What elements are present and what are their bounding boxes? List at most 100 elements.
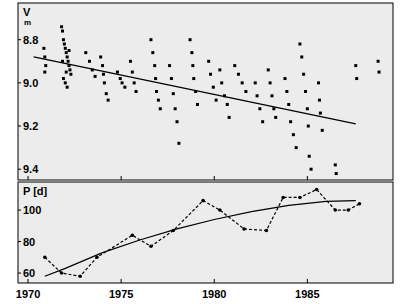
point [170,77,173,80]
point [220,81,223,84]
point [298,196,302,200]
chart: 8.89.09.29.4Vm19701975198019856080100P [… [0,0,400,304]
point [131,71,134,74]
point [64,47,67,50]
point [300,55,303,58]
point [60,25,63,28]
plot-frame [18,182,393,283]
line [45,201,356,277]
point [319,112,322,115]
point [135,90,138,93]
point [67,60,70,63]
point [335,172,338,175]
point [62,77,65,80]
point [149,38,152,41]
point [68,49,71,52]
y-tick-label: 80 [23,236,35,248]
point [265,229,269,233]
point [116,71,119,74]
point [318,99,321,102]
x-tick-label: 1975 [109,288,133,300]
x-tick [214,176,215,180]
point [99,55,102,58]
point [174,107,177,110]
point [66,55,69,58]
point [44,64,47,67]
point [153,64,156,67]
point [65,71,68,74]
point [256,94,259,97]
point [107,99,110,102]
point [123,86,126,89]
point [298,43,301,46]
point [190,51,193,54]
point [65,51,68,54]
point [258,107,261,110]
point [78,274,82,278]
point [176,120,179,123]
y-tick-label: 9.0 [23,77,38,89]
point [270,94,273,97]
y-axis-label: P [d] [23,185,48,197]
point [191,64,194,67]
point [212,86,215,89]
point [244,90,247,93]
x-tick [28,279,29,283]
x-tick-label: 1985 [295,288,319,300]
point [304,90,307,93]
y-tick-label: 9.4 [23,163,39,175]
x-tick [121,176,122,180]
point [157,99,160,102]
point [261,120,264,123]
point [105,92,108,95]
y-tick-label: 9.2 [23,120,38,132]
point [94,75,97,78]
point [289,120,292,123]
point [84,51,87,54]
y-tick-label: 8.8 [23,34,38,46]
point [242,227,246,231]
x-tick-label: 1980 [202,288,226,300]
point [306,107,309,110]
point [207,60,210,63]
point [287,103,290,106]
y-tick-label: 100 [23,204,41,216]
point [378,71,381,74]
point [88,60,91,63]
point [321,129,324,132]
x-tick [28,176,29,180]
point [334,163,337,166]
point [154,77,157,80]
point [267,68,270,71]
point [119,77,122,80]
point [218,68,221,71]
point [302,73,305,76]
point [354,64,357,67]
point [284,77,287,80]
x-tick [121,279,122,283]
point [215,99,218,102]
point [189,38,192,41]
point [292,133,295,136]
point [274,116,277,119]
plot-frame [18,3,393,180]
point [308,155,311,158]
point [63,43,66,46]
point [272,107,275,110]
point [43,256,47,260]
point [377,60,380,63]
plot-background [18,3,393,180]
x-tick [307,176,308,180]
plot-area [43,188,361,278]
point [254,81,257,84]
point [358,202,362,206]
point [121,81,124,84]
point [131,233,135,237]
point [69,73,72,76]
point [172,92,175,95]
point [103,81,106,84]
point [102,73,105,76]
y-axis-unit: m [24,18,31,27]
plot-background [18,182,393,283]
point [347,208,351,212]
